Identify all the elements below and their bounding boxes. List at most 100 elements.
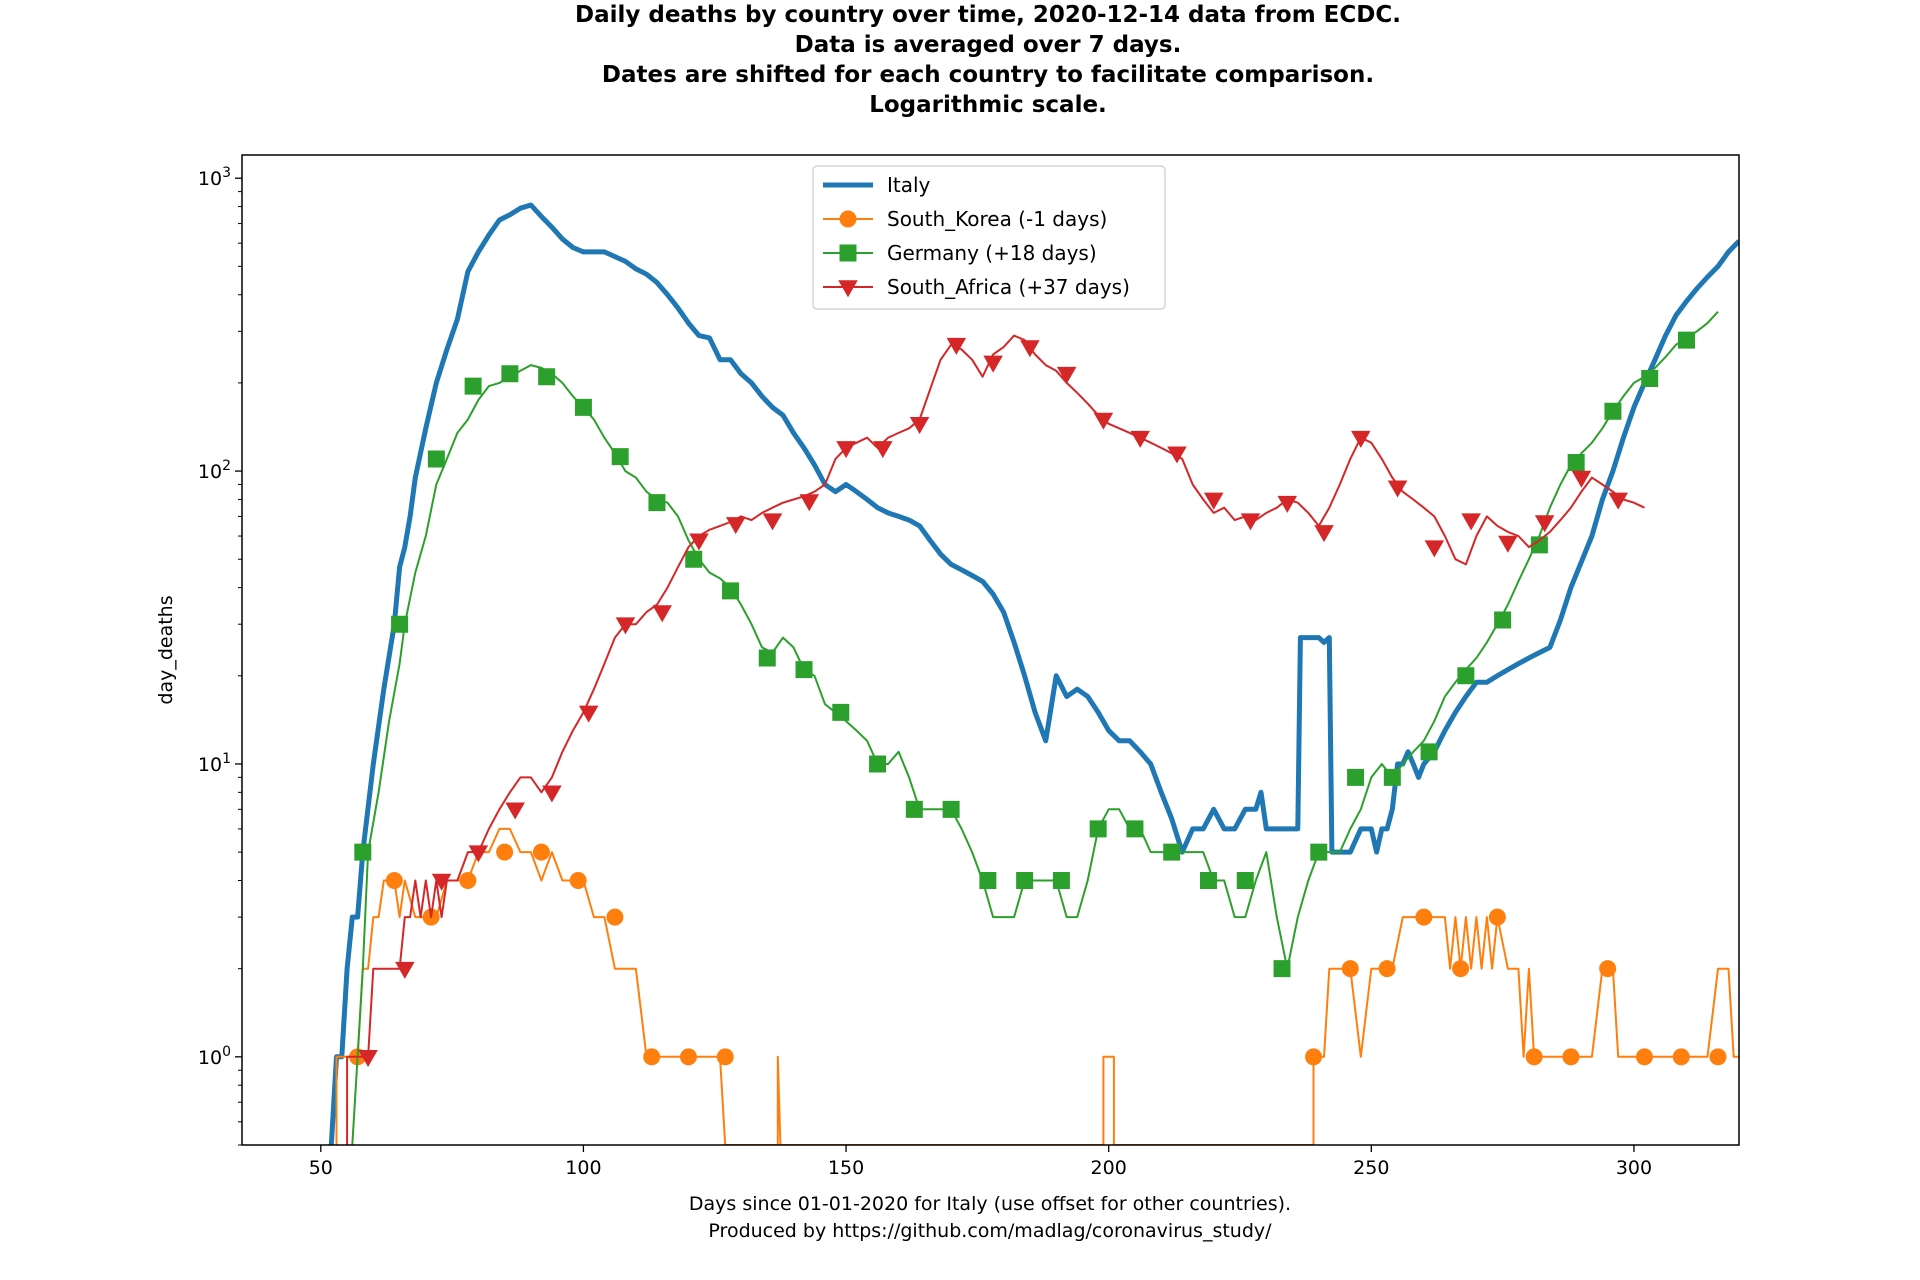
data-point-south-korea-7 (606, 908, 624, 926)
data-point-south-africa-17 (983, 355, 1003, 373)
data-point-germany-33 (1567, 453, 1585, 471)
x-tick-label: 300 (1616, 1157, 1652, 1179)
data-point-south-africa-11 (762, 513, 783, 531)
data-point-south-korea-5 (532, 843, 550, 861)
data-point-germany-25 (1273, 960, 1291, 978)
data-point-south-africa-6 (578, 705, 599, 723)
data-point-south-africa-27 (1351, 430, 1371, 448)
data-point-south-africa-31 (1498, 535, 1518, 553)
data-point-south-africa-7 (615, 617, 636, 635)
data-point-germany-36 (1677, 331, 1695, 349)
data-point-germany-35 (1641, 370, 1659, 388)
data-point-germany-17 (979, 872, 997, 890)
legend-entry-south-korea: South_Korea (-1 days) (823, 207, 1107, 231)
data-point-south-korea-17 (1525, 1048, 1543, 1066)
data-point-south-africa-34 (1608, 492, 1628, 510)
legend-label: South_Africa (+37 days) (887, 275, 1130, 299)
data-point-south-africa-21 (1130, 430, 1150, 448)
series-line-germany (351, 311, 1719, 1145)
data-point-south-africa-8 (652, 605, 672, 623)
legend-label: Germany (+18 days) (887, 241, 1097, 265)
data-point-germany-23 (1199, 872, 1217, 890)
data-point-south-korea-12 (1341, 960, 1359, 978)
data-point-south-korea-15 (1452, 960, 1470, 978)
legend-entry-germany: Germany (+18 days) (823, 241, 1097, 265)
data-point-germany-24 (1236, 872, 1254, 890)
data-point-germany-20 (1089, 820, 1107, 838)
data-point-south-africa-22 (1167, 446, 1187, 464)
plot-area-frame (241, 154, 1740, 1146)
legend-entries: Italy South_Korea (-1 days) Germany (+18 d… (823, 173, 1130, 299)
series-line-south-africa (346, 334, 1645, 1145)
data-point-south-africa-9 (689, 533, 709, 551)
x-axis-label-line-1: Days since 01-01-2020 for Italy (use off… (689, 1193, 1291, 1215)
x-tick-label: 150 (828, 1157, 864, 1179)
data-point-germany-10 (721, 582, 739, 600)
data-point-germany-5 (538, 368, 556, 386)
data-point-germany-19 (1052, 872, 1070, 890)
x-tick-label: 100 (565, 1157, 601, 1179)
data-point-south-africa-12 (799, 494, 820, 512)
legend-entry-south-africa: South_Africa (+37 days) (823, 275, 1130, 299)
x-axis-ticks: 50 100 150 200 250 300 (309, 1145, 1652, 1179)
data-point-south-korea-20 (1635, 1048, 1653, 1066)
data-point-south-africa-19 (1056, 366, 1077, 384)
data-point-south-africa-4 (505, 802, 525, 820)
data-point-germany-34 (1604, 402, 1622, 420)
data-point-south-africa-3 (468, 845, 489, 863)
data-point-germany-11 (758, 649, 776, 667)
y-tick-label: 102 (198, 458, 231, 483)
y-axis-ticks: 100 101 103 102 (198, 165, 242, 1146)
data-point-south-africa-20 (1093, 412, 1114, 430)
data-point-south-korea-10 (716, 1048, 734, 1066)
data-point-germany-32 (1530, 536, 1548, 554)
legend-swatch-marker (839, 244, 857, 262)
data-point-south-africa-16 (946, 337, 967, 355)
data-point-germany-12 (795, 661, 813, 679)
data-point-south-africa-23 (1203, 492, 1224, 510)
series-south-africa (346, 334, 1645, 1145)
data-point-germany-27 (1347, 768, 1365, 786)
data-point-south-africa-25 (1277, 495, 1298, 513)
data-point-south-africa-0 (358, 1050, 378, 1068)
data-point-south-africa-14 (873, 441, 893, 459)
y-tick-label: 101 (198, 751, 231, 776)
x-tick-label: 250 (1353, 1157, 1389, 1179)
series-south-korea (335, 827, 1739, 1145)
data-point-south-korea-18 (1562, 1048, 1580, 1066)
chart-title-line-3: Dates are shifted for each country to fa… (602, 62, 1374, 88)
data-point-south-africa-15 (909, 417, 930, 435)
data-point-south-africa-33 (1571, 470, 1592, 488)
legend-swatch-marker (838, 280, 858, 298)
legend-label: South_Korea (-1 days) (887, 207, 1107, 231)
legend-box (812, 165, 1166, 310)
series-line-italy (328, 202, 1739, 1145)
legend: Italy South_Korea (-1 days) Germany (+18 d… (812, 165, 1166, 310)
data-point-germany-31 (1494, 611, 1512, 629)
data-point-germany-7 (611, 448, 629, 466)
data-point-germany-15 (905, 800, 923, 818)
data-point-south-africa-26 (1314, 525, 1334, 543)
data-point-south-africa-28 (1387, 480, 1408, 498)
data-point-south-africa-18 (1020, 340, 1040, 358)
data-point-south-korea-21 (1672, 1048, 1690, 1066)
data-point-germany-28 (1383, 768, 1401, 786)
y-axis-label: day_deaths (155, 595, 177, 704)
data-point-south-africa-10 (725, 517, 746, 535)
data-point-south-korea-4 (496, 843, 514, 861)
data-point-germany-9 (685, 550, 703, 568)
data-point-south-korea-9 (679, 1048, 697, 1066)
data-point-south-korea-16 (1488, 908, 1506, 926)
series-italy (328, 202, 1739, 1145)
data-point-south-korea-14 (1415, 908, 1433, 926)
data-point-south-korea-8 (643, 1048, 661, 1066)
data-point-germany-6 (574, 398, 592, 416)
series-germany (351, 311, 1719, 1145)
data-point-south-africa-30 (1461, 513, 1481, 531)
chart-title: Daily deaths by country over time, 2020-… (575, 2, 1401, 118)
data-point-south-africa-1 (395, 961, 415, 979)
data-point-south-korea-19 (1599, 960, 1617, 978)
data-point-germany-1 (391, 615, 409, 633)
y-tick-label: 103 (198, 165, 231, 190)
data-point-south-africa-24 (1240, 513, 1261, 531)
